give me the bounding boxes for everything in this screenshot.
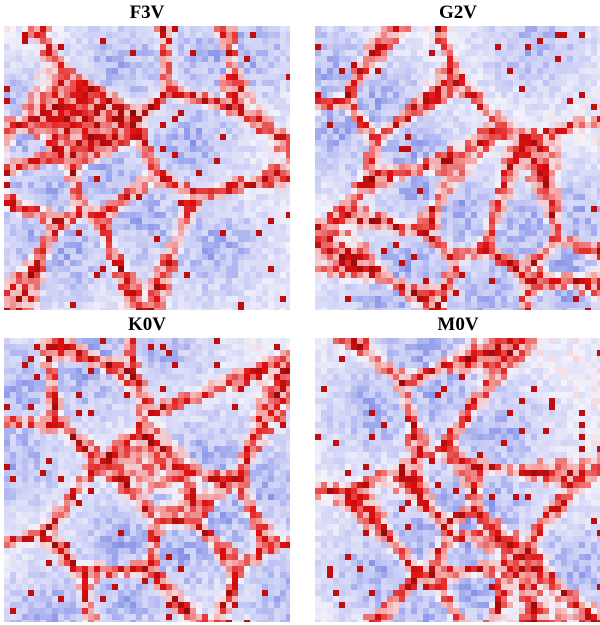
granulation-map <box>315 338 600 622</box>
panel-k0v: K0V <box>4 314 290 622</box>
panel-title: F3V <box>129 2 165 23</box>
granulation-map <box>4 338 290 622</box>
panel-title: G2V <box>439 2 477 23</box>
panel-title: M0V <box>437 314 479 335</box>
granulation-map <box>4 26 290 310</box>
panel-title: K0V <box>128 314 166 335</box>
panel-f3v: F3V <box>4 2 290 310</box>
granulation-map <box>315 26 600 310</box>
panel-m0v: M0V <box>315 314 600 622</box>
panel-g2v: G2V <box>315 2 600 310</box>
